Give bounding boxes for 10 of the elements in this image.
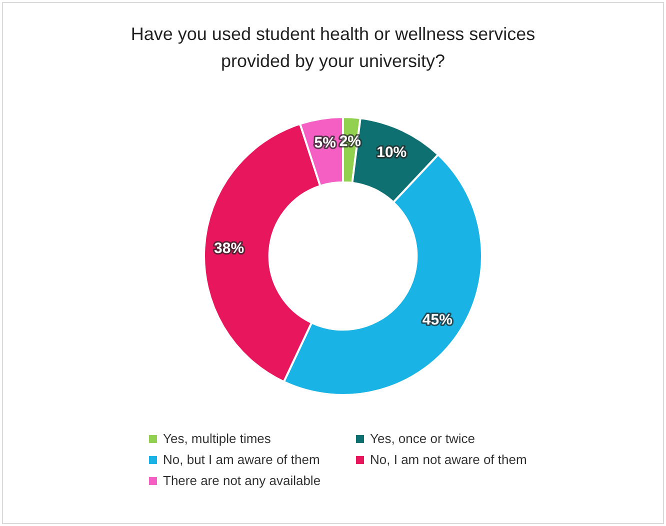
legend-label: There are not any available [163,473,321,488]
legend-label: No, I am not aware of them [370,452,527,467]
data-label: 5% [314,134,336,152]
legend-label: Yes, once or twice [370,431,476,446]
chart-title: Have you used student health or wellness services provided by your university? [130,23,536,73]
data-label: 38% [214,240,244,257]
legend-label: Yes, multiple times [163,431,271,446]
data-label: 10% [376,144,407,161]
legend-label: No, but I am aware of them [163,452,320,467]
data-label: 45% [422,311,452,328]
